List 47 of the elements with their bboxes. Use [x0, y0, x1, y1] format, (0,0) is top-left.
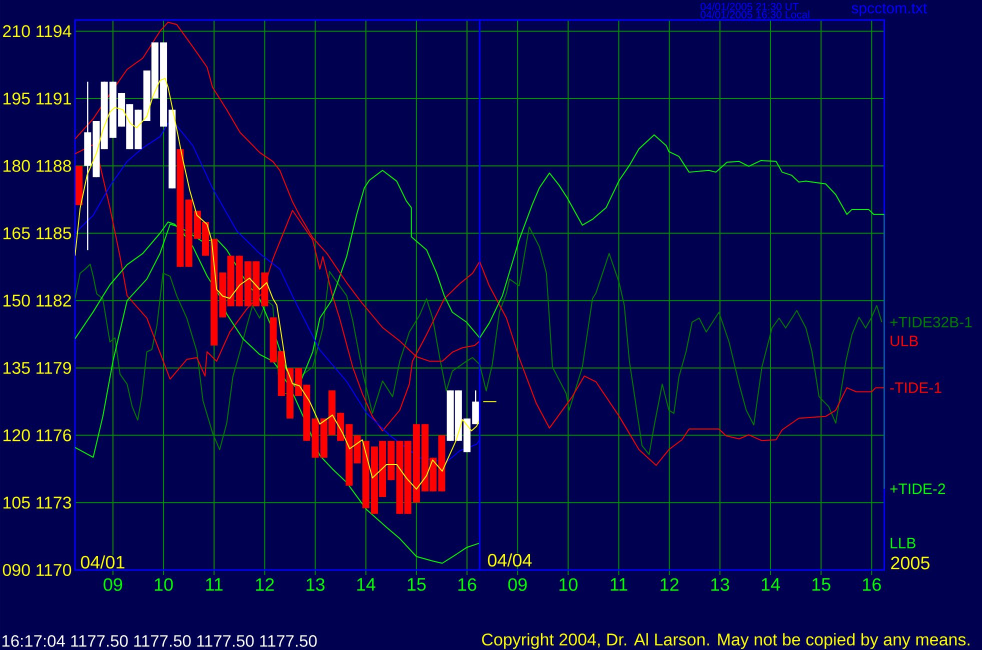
x-tick-label: 16 [458, 578, 476, 591]
x-tick-label: 13 [306, 578, 324, 591]
y-tick-label: 1179 [36, 362, 72, 374]
x-tick-label: 09 [104, 578, 122, 591]
y2-tick-label: 210 [3, 25, 30, 38]
y-tick-label: 1182 [36, 294, 71, 307]
x-tick-label: 12 [256, 578, 274, 591]
text: Copyright 2004, Dr. Al Larson. May not be copied by any means. [482, 633, 970, 649]
y2-tick-label: 180 [4, 160, 30, 172]
series-label: +TIDE-2 [890, 483, 946, 494]
x-tick-label: 15 [812, 578, 830, 591]
y2-tick-label: 195 [4, 92, 30, 105]
text: spcctom.txt [852, 4, 927, 16]
x-tick-label: 10 [154, 578, 173, 591]
y-tick-label: 1170 [36, 564, 72, 576]
x-tick-label: 12 [660, 578, 678, 591]
text: 16:17:04 1177.50 1177.50 1177.50 1177.50 [2, 635, 317, 647]
y-tick-label: 1176 [36, 429, 72, 442]
text: LLB [890, 538, 916, 548]
text: 04/01/2005 16:30 Local [700, 10, 810, 18]
y-tick-label: 1194 [36, 25, 72, 38]
text: ULB [890, 336, 918, 346]
text: 04/01/2005 21:30 UT [700, 2, 799, 10]
series-label: +TIDE32B-1 [890, 316, 972, 328]
y2-tick-label: 150 [4, 294, 30, 307]
x-tick-label: 16 [863, 578, 881, 591]
y2-tick-label: 120 [4, 429, 30, 442]
annotation: 04/04 [488, 553, 532, 567]
y2-tick-label: 090 [2, 564, 30, 576]
x-tick-label: 10 [560, 578, 578, 591]
x-tick-label: 14 [762, 578, 780, 591]
x-tick-label: 11 [206, 578, 223, 591]
x-tick-label: 09 [508, 578, 527, 591]
y2-tick-label: 135 [4, 362, 30, 374]
x-tick-label: 14 [357, 578, 376, 591]
y2-tick-label: 165 [4, 227, 30, 240]
x-tick-label: 15 [408, 578, 426, 591]
series-label: -TIDE-1 [890, 382, 942, 393]
y2-tick-label: 105 [4, 496, 30, 509]
x-tick-label: 11 [610, 578, 628, 591]
y-tick-label: 1188 [36, 160, 72, 172]
annotation: 04/01 [80, 555, 124, 569]
x-tick-label: 13 [711, 578, 730, 591]
y-tick-label: 1173 [36, 496, 72, 509]
y-tick-label: 1185 [36, 227, 72, 240]
y-tick-label: 1191 [36, 92, 71, 105]
text: 2005 [891, 556, 930, 570]
